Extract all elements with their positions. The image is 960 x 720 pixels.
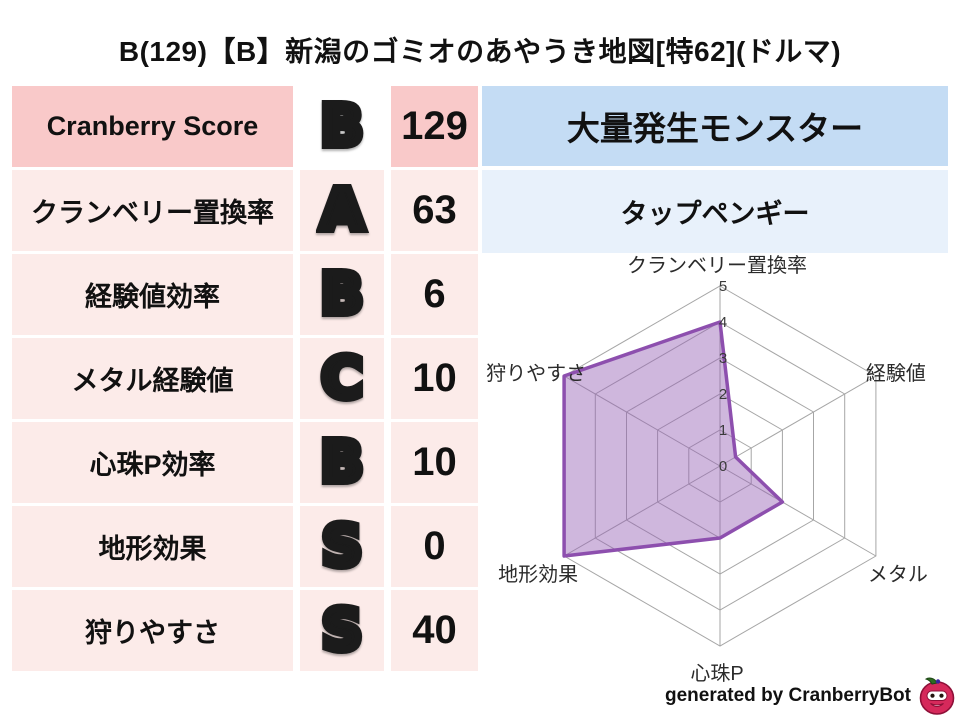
grade-badge: A A	[300, 170, 384, 251]
grade-letter: S S	[318, 513, 366, 579]
grade-badge: B B	[300, 422, 384, 503]
grade-letter: A A	[316, 177, 367, 243]
stat-label: 心珠P効率	[12, 422, 293, 503]
monster-panel-header: 大量発生モンスター	[482, 86, 948, 166]
stat-value: 6	[391, 254, 478, 335]
cranberry-bot-icon	[919, 677, 955, 715]
stats-table: Cranberry Score B B 129 クランベリー置換率 A A 63…	[12, 86, 478, 671]
table-row: Cranberry Score B B 129	[12, 86, 478, 167]
grade-badge: C C	[300, 338, 384, 419]
grade-badge: S S	[300, 506, 384, 587]
stat-label: 経験値効率	[12, 254, 293, 335]
grade-badge: B B	[300, 86, 384, 167]
stat-value: 10	[391, 338, 478, 419]
grade-letter: S S	[318, 597, 366, 663]
page-title: B(129)【B】新潟のゴミオのあやうき地図[特62](ドルマ)	[118, 36, 842, 67]
table-row: 地形効果 S S 0	[12, 506, 478, 587]
stat-label: 狩りやすさ	[12, 590, 293, 671]
table-row: クランベリー置換率 A A 63	[12, 170, 478, 251]
svg-text:クランベリー置換率: クランベリー置換率	[627, 254, 807, 277]
stat-value: 129	[391, 86, 478, 167]
table-row: 心珠P効率 B B 10	[12, 422, 478, 503]
svg-text:経験値: 経験値	[866, 362, 926, 385]
stat-label: Cranberry Score	[12, 86, 293, 167]
svg-text:3: 3	[719, 350, 727, 367]
grade-letter: C C	[317, 345, 366, 411]
svg-text:2: 2	[719, 386, 727, 403]
grade-letter: B B	[317, 429, 368, 495]
svg-text:1: 1	[719, 422, 727, 439]
stat-value: 0	[391, 506, 478, 587]
svg-text:4: 4	[719, 314, 727, 331]
stat-value: 10	[391, 422, 478, 503]
monster-name: タップペンギー	[482, 170, 948, 253]
svg-text:メタル: メタル	[868, 563, 928, 586]
stat-label: クランベリー置換率	[12, 170, 293, 251]
stat-value: 40	[391, 590, 478, 671]
stat-value: 63	[391, 170, 478, 251]
table-row: メタル経験値 C C 10	[12, 338, 478, 419]
svg-text:地形効果: 地形効果	[498, 563, 578, 586]
table-row: 狩りやすさ S S 40	[12, 590, 478, 671]
svg-text:心珠P: 心珠P	[690, 662, 743, 685]
credit-text: generated by CranberryBot	[664, 685, 911, 706]
stat-label: 地形効果	[12, 506, 293, 587]
grade-badge: S S	[300, 590, 384, 671]
svg-text:5: 5	[719, 278, 727, 295]
footer-credit: generated by CranberryBot	[665, 676, 958, 716]
svg-text:狩りやすさ: 狩りやすさ	[486, 362, 586, 385]
svg-text:0: 0	[719, 458, 727, 475]
table-row: 経験値効率 B B 6	[12, 254, 478, 335]
grade-letter: B B	[317, 261, 368, 327]
grade-letter: B B	[317, 93, 368, 159]
stat-label: メタル経験値	[12, 338, 293, 419]
grade-badge: B B	[300, 254, 384, 335]
